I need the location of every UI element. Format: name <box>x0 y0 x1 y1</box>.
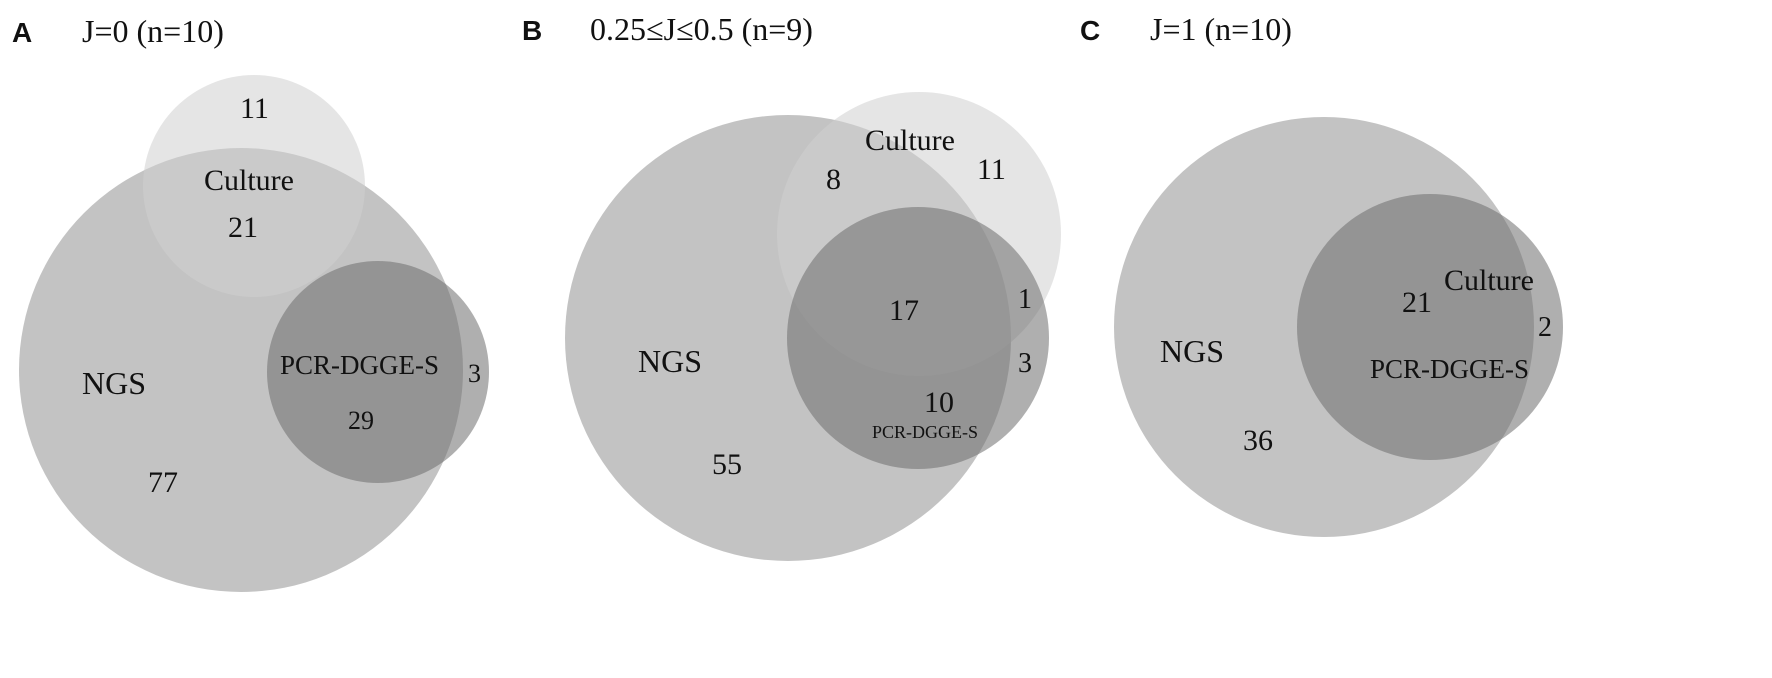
ngs-label: NGS <box>1160 333 1224 369</box>
panel-title: 0.25≤J≤0.5 (n=9) <box>590 11 813 47</box>
count-all-three: 21 <box>1402 286 1432 319</box>
count-ngs-pcr: 29 <box>348 406 374 435</box>
panel-a: A J=0 (n=10) NGS Culture PCR-DGGE-S 11 2… <box>12 13 489 592</box>
count-ngs-only: 55 <box>712 448 742 481</box>
pcr-dgge-s-label: PCR-DGGE-S <box>872 422 978 442</box>
pcr-dgge-s-circle <box>267 261 489 483</box>
count-ngs-culture: 8 <box>826 163 841 196</box>
culture-label: Culture <box>1444 264 1534 297</box>
count-ngs-only: 36 <box>1243 424 1273 457</box>
panel-letter: C <box>1080 15 1100 46</box>
ngs-circle <box>19 148 463 592</box>
culture-label: Culture <box>204 164 294 197</box>
count-culture-only: 11 <box>977 153 1006 186</box>
culture-label: Culture <box>865 124 955 157</box>
count-culture-only: 11 <box>240 92 269 125</box>
count-ngs-only: 77 <box>148 466 178 499</box>
pcr-dgge-s-circle <box>787 207 1049 469</box>
culture-circle <box>143 75 365 297</box>
count-pcr-only: 3 <box>468 359 481 388</box>
ngs-label: NGS <box>638 343 702 379</box>
count-ngs-culture: 21 <box>228 211 258 244</box>
ngs-label: NGS <box>82 365 146 401</box>
panel-c: C J=1 (n=10) NGS Culture PCR-DGGE-S 21 2… <box>1080 11 1563 537</box>
panel-title: J=0 (n=10) <box>82 13 224 49</box>
panel-title: J=1 (n=10) <box>1150 11 1292 47</box>
panel-letter: A <box>12 17 32 48</box>
count-pcr-only: 3 <box>1018 348 1032 379</box>
pcr-dgge-s-label: PCR-DGGE-S <box>280 350 439 380</box>
culture-pcr-dgge-s-circle <box>1297 194 1563 460</box>
count-all-three: 17 <box>889 294 919 327</box>
panel-letter: B <box>522 15 542 46</box>
count-culture-pcr: 1 <box>1018 284 1032 315</box>
panel-b: B 0.25≤J≤0.5 (n=9) NGS Culture PCR-DGGE-… <box>522 11 1061 561</box>
pcr-dgge-s-label: PCR-DGGE-S <box>1370 354 1529 384</box>
count-ngs-pcr: 10 <box>924 386 954 419</box>
count-culture-pcr: 2 <box>1538 312 1552 343</box>
